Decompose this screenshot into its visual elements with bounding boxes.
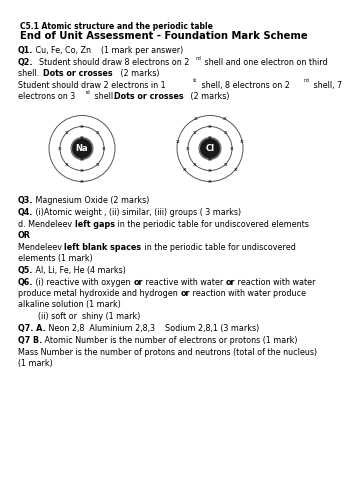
Text: reaction with water: reaction with water xyxy=(235,278,316,287)
Text: x: x xyxy=(193,130,196,136)
Text: (2 marks): (2 marks) xyxy=(118,69,160,78)
Text: x: x xyxy=(224,162,227,166)
Text: produce metal hydroxide and hydrogen: produce metal hydroxide and hydrogen xyxy=(18,289,180,298)
Text: Dots or crosses: Dots or crosses xyxy=(43,69,113,78)
Text: left blank spaces: left blank spaces xyxy=(65,243,142,252)
Text: Dots or crosses: Dots or crosses xyxy=(114,92,184,101)
Text: nd: nd xyxy=(304,78,310,84)
Text: x: x xyxy=(96,130,100,136)
Text: x: x xyxy=(234,166,238,172)
Text: Student should draw 2 electrons in 1: Student should draw 2 electrons in 1 xyxy=(18,81,166,90)
Text: x: x xyxy=(80,124,84,129)
Text: or: or xyxy=(226,278,235,287)
Text: Magnesium Oxide (2 marks): Magnesium Oxide (2 marks) xyxy=(34,196,150,205)
Text: or: or xyxy=(180,289,190,298)
Text: electrons on 3: electrons on 3 xyxy=(18,92,75,101)
Text: reactive with water: reactive with water xyxy=(143,278,226,287)
Text: nd: nd xyxy=(196,56,202,60)
Text: x: x xyxy=(183,166,186,172)
Text: Na: Na xyxy=(76,144,88,153)
Text: Cl: Cl xyxy=(205,144,215,153)
Text: alkaline solution (1 mark): alkaline solution (1 mark) xyxy=(18,300,121,309)
Text: or: or xyxy=(133,278,143,287)
Text: x: x xyxy=(193,162,196,166)
Text: Atomic Number is the number of electrons or protons (1 mark): Atomic Number is the number of electrons… xyxy=(42,336,298,345)
Text: x: x xyxy=(65,162,68,166)
Text: x: x xyxy=(102,146,106,151)
Text: shell, 8 electrons on 2: shell, 8 electrons on 2 xyxy=(199,81,290,90)
Text: reaction with water produce: reaction with water produce xyxy=(190,289,306,298)
Text: (ii) soft or  shiny (1 mark): (ii) soft or shiny (1 mark) xyxy=(38,312,140,321)
Text: st: st xyxy=(193,78,197,84)
Text: rd: rd xyxy=(86,90,91,94)
Text: Q5.: Q5. xyxy=(18,266,34,275)
Text: Student should draw 8 electrons on 2: Student should draw 8 electrons on 2 xyxy=(39,58,189,67)
Circle shape xyxy=(200,138,220,158)
Text: Q4.: Q4. xyxy=(18,208,34,217)
Text: x: x xyxy=(80,168,84,173)
Text: x: x xyxy=(240,138,244,143)
Text: Q7 B.: Q7 B. xyxy=(18,336,42,345)
Text: x: x xyxy=(176,138,180,143)
Text: Cu, Fe, Co, Zn    (1 mark per answer): Cu, Fe, Co, Zn (1 mark per answer) xyxy=(34,46,184,55)
Text: x: x xyxy=(58,146,62,151)
Text: End of Unit Assessment - Foundation Mark Scheme: End of Unit Assessment - Foundation Mark… xyxy=(20,31,307,41)
Text: Mass Number is the number of protons and neutrons (total of the nucleus): Mass Number is the number of protons and… xyxy=(18,348,317,357)
Text: left gaps: left gaps xyxy=(74,220,115,229)
Text: x: x xyxy=(208,124,212,129)
Text: Al, Li, Fe, He (4 marks): Al, Li, Fe, He (4 marks) xyxy=(34,266,126,275)
Text: shell.: shell. xyxy=(18,69,42,78)
Text: Q2.: Q2. xyxy=(18,58,34,67)
Text: OR: OR xyxy=(18,231,31,240)
Text: (1 mark): (1 mark) xyxy=(18,359,53,368)
Text: Q1.: Q1. xyxy=(18,46,34,55)
Text: x: x xyxy=(80,135,84,140)
Text: x: x xyxy=(186,146,190,151)
Text: x: x xyxy=(65,130,68,136)
Text: shell.: shell. xyxy=(92,92,118,101)
Text: (2 marks): (2 marks) xyxy=(188,92,229,101)
Text: x: x xyxy=(96,162,100,166)
Text: x: x xyxy=(208,135,212,140)
Text: x: x xyxy=(80,179,84,184)
Circle shape xyxy=(72,138,92,158)
Text: x: x xyxy=(208,157,212,162)
Text: (i) reactive with oxygen: (i) reactive with oxygen xyxy=(34,278,133,287)
Text: x: x xyxy=(194,116,198,121)
Text: x: x xyxy=(224,130,227,136)
Text: shell, 7: shell, 7 xyxy=(311,81,342,90)
Text: d. Mendeleev: d. Mendeleev xyxy=(18,220,74,229)
Text: Neon 2,8  Aluminium 2,8,3    Sodium 2,8,1 (3 marks): Neon 2,8 Aluminium 2,8,3 Sodium 2,8,1 (3… xyxy=(46,324,259,333)
Text: Mendeleev: Mendeleev xyxy=(18,243,65,252)
Text: (i)Atomic weight , (ii) similar, (iii) groups ( 3 marks): (i)Atomic weight , (ii) similar, (iii) g… xyxy=(34,208,241,217)
Text: Q7. A.: Q7. A. xyxy=(18,324,46,333)
Text: x: x xyxy=(230,146,234,151)
Text: x: x xyxy=(222,116,226,121)
Text: Q6.: Q6. xyxy=(18,278,34,287)
Text: x: x xyxy=(208,179,212,184)
Text: in the periodic table for undiscovered elements: in the periodic table for undiscovered e… xyxy=(115,220,309,229)
Text: x: x xyxy=(208,168,212,173)
Text: elements (1 mark): elements (1 mark) xyxy=(18,254,93,263)
Text: C5.1 Atomic structure and the periodic table: C5.1 Atomic structure and the periodic t… xyxy=(20,22,213,31)
Text: x: x xyxy=(80,157,84,162)
Text: shell and one electron on third: shell and one electron on third xyxy=(202,58,328,67)
Text: Q3.: Q3. xyxy=(18,196,34,205)
Text: in the periodic table for undiscovered: in the periodic table for undiscovered xyxy=(142,243,295,252)
